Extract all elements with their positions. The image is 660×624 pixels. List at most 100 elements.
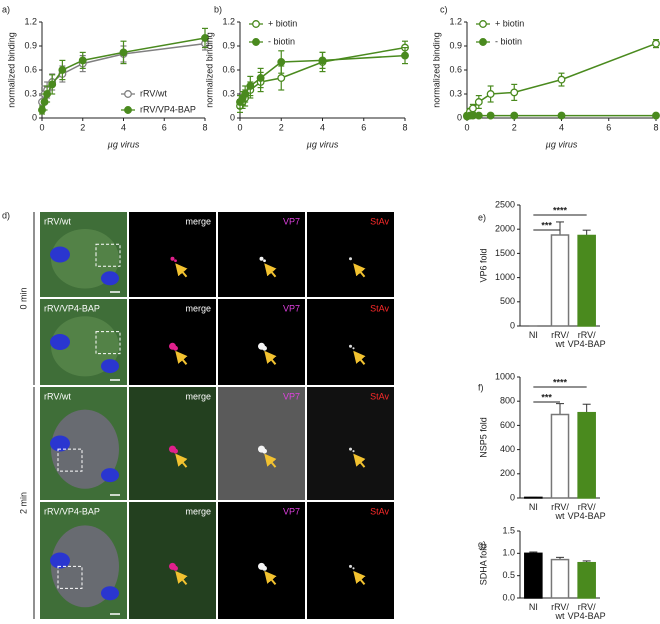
x-tick-label: 4 [559,122,564,132]
bar [524,496,543,499]
y-tick-label: 400 [500,444,515,454]
error-bar [556,403,564,415]
pointer-arrow [264,350,277,365]
channel-image [307,387,394,500]
legend-label: - biotin [268,36,295,46]
channel-image [129,212,216,297]
x-axis-label: µg virus [108,139,140,149]
channel-label: VP7 [283,303,300,313]
x-tick-label: 6 [606,122,611,132]
y-tick-label: 800 [500,396,515,406]
y-tick-label: 2000 [495,224,515,234]
panel-label: g) [478,539,486,549]
y-tick-label: 0.6 [449,64,462,74]
particle [349,344,352,348]
nucleus [50,552,70,569]
legend-marker [124,106,132,114]
error-bar [582,229,591,236]
pointer-arrow [175,350,188,365]
channel-label: merge [185,303,211,313]
particle [352,567,355,570]
pointer-arrow [175,570,188,585]
y-tick-label: 0.9 [222,40,235,50]
data-point [78,56,87,65]
cell-body [51,525,119,608]
y-tick-label: 0.9 [24,40,37,50]
x-tick-label: 8 [653,122,658,132]
x-tick-label: 4 [320,122,325,132]
legend-label: - biotin [495,36,522,46]
data-point [468,104,477,113]
y-axis-label: SDHA fold [478,544,488,586]
y-tick-label: 1500 [495,248,515,258]
pointer-arrow [264,263,277,278]
channel-label: merge [185,506,211,516]
data-point [256,74,265,82]
y-tick-label: 0.3 [449,88,462,98]
y-axis-label: normalized binding [204,32,214,108]
x-tick-label: 6 [361,122,366,132]
pointer-arrow [353,350,366,365]
data-point [318,56,327,65]
nucleus [101,586,119,601]
particle [349,564,352,568]
data-point [557,111,566,120]
particle [352,347,355,350]
x-tick-label-line: wt [555,511,565,521]
channel-image [218,387,305,500]
time-label: 2 min [18,492,28,514]
channel-label: VP7 [283,391,300,401]
legend-label: + biotin [268,18,297,28]
particle [263,259,266,263]
legend-label: + biotin [495,18,524,28]
channel-image [129,299,216,385]
virus-label: rRV/VP4-BAP [44,303,100,313]
x-tick-label: rRV/wt [551,502,569,521]
error-bar [582,403,591,413]
pointer-arrow [264,570,277,585]
data-point [277,58,286,66]
channel-label: merge [185,216,211,226]
pointer-arrow [264,453,277,468]
data-point [510,88,519,97]
pointer-arrow [353,570,366,585]
particle [173,345,178,351]
x-tick-label-line: rRV/ [551,502,569,512]
x-axis-label: µg virus [546,139,578,149]
legend-label: rRV/VP4-BAP [140,104,196,114]
data-point [486,90,495,98]
significance-label: *** [541,392,552,402]
y-tick-label: 0 [510,492,515,502]
panel-label: d) [2,210,10,220]
y-axis-label: NSP5 fold [478,417,488,458]
significance-label: **** [553,205,568,215]
y-tick-label: 0.3 [222,88,235,98]
pointer-arrow [353,453,366,468]
legend-marker [479,38,487,46]
legend-label: rRV/wt [140,88,167,98]
x-tick-label: 6 [162,122,167,132]
particle [170,256,175,261]
zoom-box [57,565,83,589]
data-point [401,51,409,60]
y-tick-label: 0.5 [502,570,515,580]
data-point [201,34,209,42]
channel-image [129,502,216,619]
channel-image [307,212,394,297]
panel-label: f) [478,382,484,392]
legend-marker [124,90,132,98]
y-tick-label: 0 [230,112,235,122]
virus-label: rRV/wt [44,216,71,226]
y-axis-label: normalized binding [431,32,441,108]
x-tick-label-line: rRV/ [578,502,596,512]
x-tick-label: 2 [512,122,517,132]
pointer-arrow [175,453,188,468]
channel-label: StAv [370,216,389,226]
nucleus [50,246,70,263]
channel-image [307,299,394,385]
data-point [652,111,660,120]
x-tick-label: 2 [80,122,85,132]
channel-image [218,502,305,619]
nucleus [101,271,119,286]
y-tick-label: 600 [500,420,515,430]
